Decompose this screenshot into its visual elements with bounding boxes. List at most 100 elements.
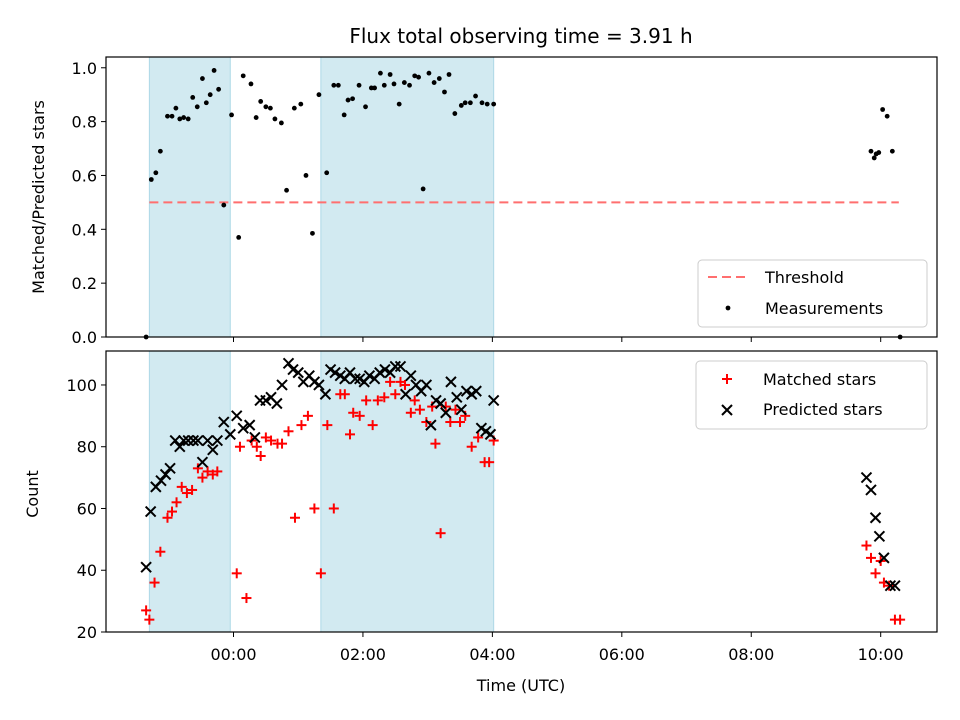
matched-star-point (192, 463, 203, 474)
bottom-y-axis-label: Count (23, 470, 42, 518)
measurement-point (248, 81, 254, 87)
bottom-x-tick-label: 02:00 (340, 645, 386, 664)
bottom-x-tick-label: 00:00 (210, 645, 256, 664)
measurement-point (303, 173, 309, 178)
matched-star-point (144, 614, 155, 625)
chart-title: Flux total observing time = 3.91 h (349, 24, 692, 48)
measurement-point (165, 113, 170, 119)
predicted-star-point (440, 407, 452, 419)
predicted-star-point (276, 379, 288, 391)
matched-star-point (861, 540, 872, 551)
top-y-tick-label: 0.2 (72, 274, 97, 293)
matched-star-point (155, 546, 166, 557)
measurement-point (284, 187, 289, 193)
bottom-legend-box (695, 360, 928, 430)
measurement-point (177, 116, 183, 122)
bottom-x-tick-label: 04:00 (469, 645, 515, 664)
measurement-point (157, 148, 163, 154)
measurement-point (356, 82, 362, 88)
legend-threshold-label: Threshold (764, 268, 844, 287)
matched-star-point (234, 441, 245, 452)
top-panel: 0.0 0.2 0.4 0.6 0.8 1.0 Matched/Predicted sta… (29, 56, 938, 347)
predicted-star-point (192, 434, 204, 447)
measurement-point (253, 115, 259, 120)
top-legend-box (697, 259, 928, 328)
predicted-star-point (164, 462, 176, 475)
matched-star-point (466, 441, 477, 452)
predicted-star-point (329, 366, 341, 379)
matched-star-point (409, 395, 420, 406)
measurement-point (335, 82, 341, 88)
measurement-point (341, 112, 347, 118)
bottom-y-tick-label: 60 (77, 499, 97, 518)
measurement-point (420, 186, 426, 192)
predicted-star-point (313, 379, 325, 391)
bottom-y-ticks: 20 40 60 80 100 (66, 376, 106, 642)
predicted-star-point (243, 419, 256, 431)
measurement-point (462, 100, 468, 106)
top-y-tick-label: 1.0 (72, 59, 97, 78)
predicted-star-point (470, 385, 482, 397)
top-axes-frame (105, 56, 938, 338)
matched-star-point (315, 568, 326, 579)
matched-star-point (870, 568, 881, 579)
measurement-point (372, 85, 377, 91)
legend-matched-label: Matched stars (763, 370, 876, 389)
matched-star-point (322, 420, 333, 431)
matched-star-point (344, 429, 355, 440)
predicted-star-point (169, 434, 181, 447)
matched-star-point (473, 432, 484, 443)
matched-star-point (354, 410, 365, 421)
measurement-point (203, 100, 209, 106)
predicted-star-point (420, 379, 433, 391)
predicted-star-point (159, 468, 172, 481)
matched-star-point (309, 503, 320, 514)
predicted-star-point (182, 434, 194, 447)
matched-star-point (421, 417, 432, 428)
matched-star-point (181, 488, 192, 499)
measurement-point (452, 111, 458, 116)
predicted-star-point (374, 366, 386, 379)
predicted-star-point (878, 552, 890, 564)
measurement-point (876, 150, 882, 155)
measurement-point (278, 120, 284, 126)
bottom-shaded-intervals (148, 350, 495, 633)
top-y-tick-label: 0.6 (72, 166, 97, 185)
predicted-star-point (207, 444, 219, 456)
matched-star-point (176, 481, 187, 492)
matched-star-point (430, 438, 441, 449)
matched-star-point (296, 420, 307, 431)
matched-star-point (455, 417, 466, 428)
bottom-x-ticks: 00:00 02:00 04:00 06:00 08:00 10:00 (210, 632, 904, 664)
predicted-star-point (260, 394, 272, 407)
matched-star-point (414, 404, 425, 415)
measurement-point (446, 72, 452, 77)
predicted-star-point (177, 434, 190, 447)
measurement-point (263, 104, 269, 110)
bottom-series (140, 357, 906, 625)
matched-star-point (339, 389, 350, 400)
predicted-star-point (425, 419, 437, 431)
measurements-series (143, 68, 903, 340)
legend-predicted-marker (721, 404, 733, 416)
measurement-point (467, 100, 473, 106)
matched-star-point (361, 395, 372, 406)
measurement-point (153, 170, 159, 176)
matched-star-point (895, 614, 906, 625)
matched-star-point (385, 376, 396, 387)
top-shaded-intervals (148, 56, 495, 338)
predicted-star-point (455, 403, 468, 416)
matched-star-point (390, 389, 401, 400)
bottom-x-tick-label: 10:00 (858, 645, 904, 664)
predicted-star-point (287, 363, 299, 376)
predicted-star-point (144, 505, 157, 518)
matched-star-point (289, 512, 300, 523)
measurement-point (396, 101, 402, 107)
bottom-axes-frame (105, 350, 938, 633)
predicted-star-point (487, 394, 500, 407)
matched-star-point (260, 432, 271, 443)
measurement-point (185, 116, 191, 122)
measurement-point (229, 112, 234, 118)
